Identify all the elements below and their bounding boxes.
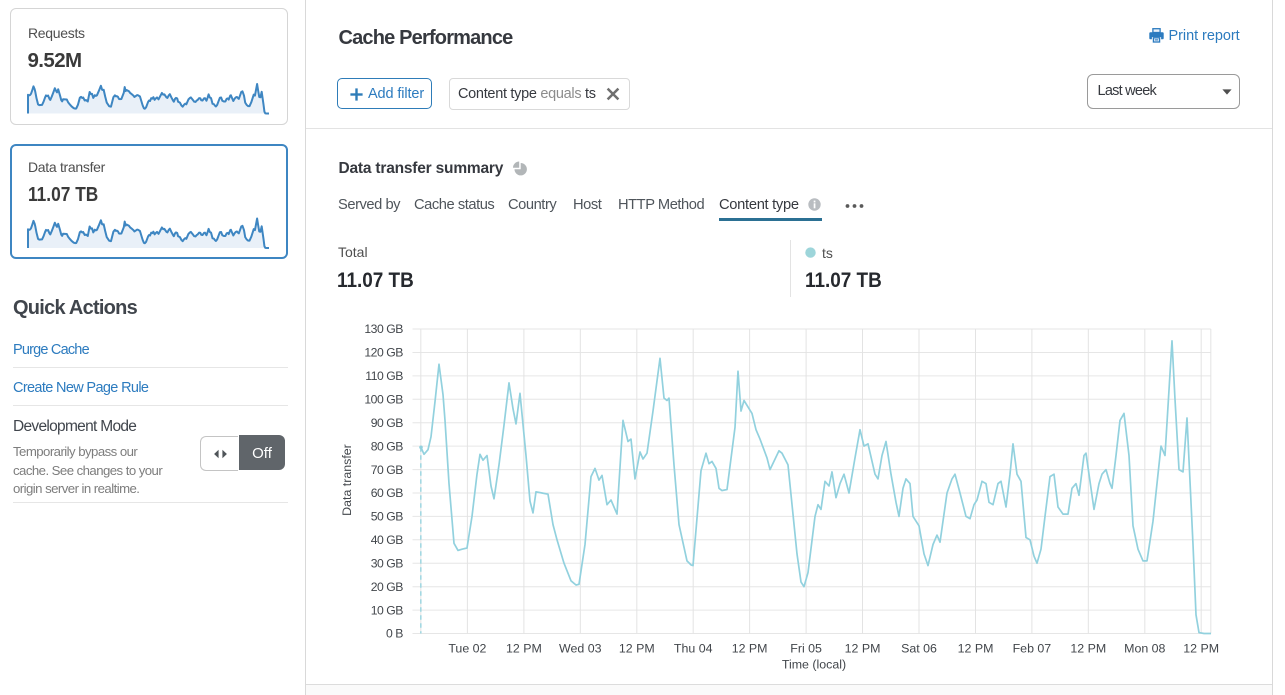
svg-text:70 GB: 70 GB [371,463,404,477]
svg-text:12 PM: 12 PM [1183,642,1219,656]
svg-text:50 GB: 50 GB [371,510,404,524]
svg-text:Tue 02: Tue 02 [448,642,486,656]
svg-text:80 GB: 80 GB [371,439,404,453]
svg-text:Sat 06: Sat 06 [901,642,937,656]
svg-text:12 PM: 12 PM [958,642,994,656]
svg-text:Mon 08: Mon 08 [1124,642,1165,656]
svg-text:20 GB: 20 GB [371,580,404,594]
svg-text:12 PM: 12 PM [506,642,542,656]
svg-text:Data transfer: Data transfer [340,444,354,516]
svg-text:40 GB: 40 GB [371,533,404,547]
svg-text:0 B: 0 B [386,627,403,641]
svg-text:12 PM: 12 PM [732,642,768,656]
svg-text:120 GB: 120 GB [364,346,403,360]
svg-text:12 PM: 12 PM [619,642,655,656]
svg-text:Fri 05: Fri 05 [790,642,822,656]
svg-text:130 GB: 130 GB [364,322,403,336]
svg-text:60 GB: 60 GB [371,486,404,500]
svg-text:12 PM: 12 PM [1070,642,1106,656]
svg-text:90 GB: 90 GB [371,416,404,430]
svg-text:100 GB: 100 GB [364,393,403,407]
svg-text:30 GB: 30 GB [371,556,404,570]
svg-text:10 GB: 10 GB [371,603,404,617]
svg-text:Feb 07: Feb 07 [1013,642,1052,656]
svg-text:12 PM: 12 PM [845,642,881,656]
svg-text:Thu 04: Thu 04 [674,642,713,656]
svg-text:Time (local): Time (local) [782,658,846,672]
svg-text:Wed 03: Wed 03 [559,642,602,656]
svg-text:110 GB: 110 GB [365,369,403,383]
